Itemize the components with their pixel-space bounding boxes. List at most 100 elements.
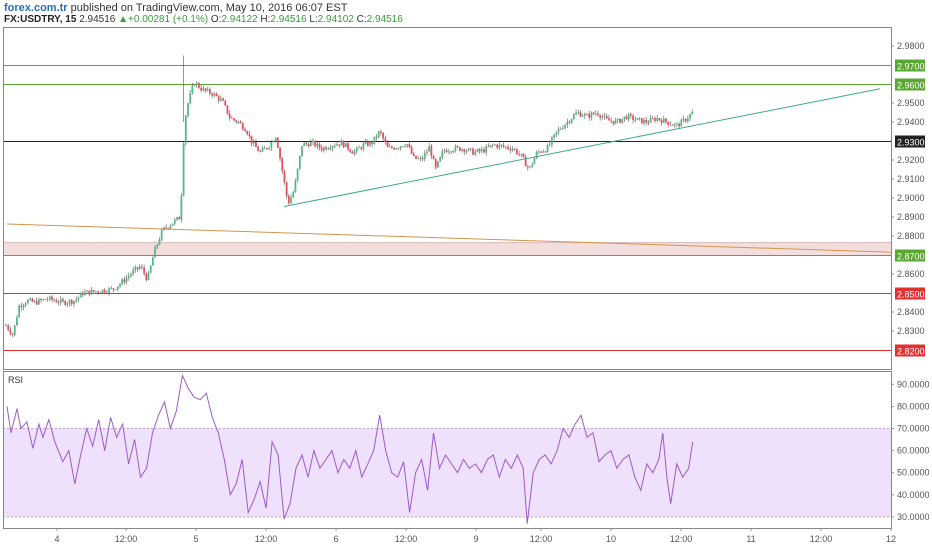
candle-body	[629, 114, 632, 116]
candle-body	[592, 112, 595, 115]
level-price-label: 2.8200	[897, 347, 925, 357]
candle-body	[276, 137, 279, 148]
candle-body	[138, 266, 141, 269]
trendline[interactable]	[6, 223, 892, 253]
candle-body	[364, 141, 367, 144]
time-tick-label: 12:00	[530, 534, 553, 544]
candle-body	[292, 192, 295, 198]
candle-body	[439, 156, 442, 162]
candle-body	[303, 143, 306, 147]
candle-body	[415, 155, 417, 159]
candle-body	[605, 115, 608, 119]
candle-body	[463, 149, 466, 152]
candle-body	[244, 129, 246, 132]
candle-body	[176, 217, 178, 220]
price-axis[interactable]: 2.9700 2.9600 2.9300 2.8700 2.8500 2.8200 2.83…	[891, 41, 925, 357]
candle-body	[160, 230, 163, 240]
candle-body	[610, 120, 613, 122]
trendline[interactable]	[283, 88, 881, 208]
candle-body	[437, 161, 439, 168]
candle-body	[401, 146, 404, 148]
trendlines[interactable]	[6, 88, 892, 253]
candle-body	[397, 148, 400, 150]
candle-body	[355, 147, 358, 152]
candle-body	[689, 114, 691, 119]
candle-body	[283, 170, 286, 183]
level-price-tag	[895, 59, 925, 72]
candle-body	[627, 114, 630, 120]
candle-body	[110, 288, 113, 289]
candle-body	[114, 289, 117, 291]
level-price-tag	[895, 287, 925, 300]
candle-body	[353, 151, 356, 154]
candle-body	[287, 195, 290, 204]
price-tick-label: 2.8600	[897, 269, 925, 279]
horizontal-levels[interactable]	[3, 65, 891, 351]
price-tick-label: 2.8300	[897, 326, 925, 336]
candle-body	[568, 121, 571, 123]
candle-body	[318, 143, 321, 148]
candle-body	[570, 119, 573, 123]
candle-body	[640, 118, 643, 124]
price-tick-label: 2.8400	[897, 307, 925, 317]
candle-body	[206, 89, 209, 91]
candle-body	[184, 115, 187, 144]
candle-body	[662, 118, 665, 123]
candle-body	[665, 118, 667, 122]
candle-body	[261, 148, 264, 152]
candle-body	[513, 148, 516, 150]
candle-body	[559, 128, 562, 130]
candle-body	[29, 298, 32, 300]
rsi-tick-label: 30.0000	[897, 512, 930, 522]
candle-body	[342, 140, 345, 148]
candle-body	[478, 149, 481, 152]
time-axis[interactable]: 4 12:00 5 12:00 6 12:00 9 12:00 10 12:00 11 12:00 12	[54, 528, 896, 544]
candle-body	[191, 85, 194, 94]
candle-body	[476, 149, 479, 152]
candle-body	[393, 147, 395, 150]
candle-body	[331, 146, 334, 149]
candle-body	[263, 148, 266, 149]
time-tick-label: 6	[333, 534, 338, 544]
candles	[5, 55, 694, 338]
candle-body	[270, 141, 273, 148]
candle-body	[417, 158, 420, 160]
candle-body	[121, 279, 124, 284]
publisher-site[interactable]: forex.com.tr	[4, 2, 68, 14]
candle-body	[86, 290, 89, 292]
level-price-label: 2.9300	[897, 138, 925, 148]
candle-body	[325, 147, 328, 150]
candle-body	[656, 118, 659, 121]
candle-body	[123, 279, 126, 283]
price-tick-label: 2.9100	[897, 174, 925, 184]
candle-body	[219, 98, 222, 101]
low-value: 2.94102	[317, 14, 354, 25]
candle-body	[233, 118, 235, 121]
candle-body	[645, 119, 648, 123]
open-label: O:	[210, 14, 222, 25]
candle-body	[454, 146, 457, 151]
candle-body	[9, 329, 12, 334]
candle-body	[90, 290, 93, 295]
candle-body	[180, 195, 183, 220]
candle-body	[351, 151, 354, 154]
candle-body	[544, 151, 547, 153]
candle-body	[678, 123, 681, 127]
candle-body	[671, 124, 674, 126]
candle-body	[217, 96, 220, 101]
candle-body	[33, 300, 36, 302]
candle-body	[349, 149, 352, 152]
level-price-tag	[895, 135, 925, 148]
candle-body	[371, 141, 374, 144]
candle-body	[143, 267, 146, 274]
price-tick-label: 2.9500	[897, 98, 925, 108]
candle-body	[132, 270, 135, 275]
candle-body	[586, 114, 588, 115]
candle-body	[432, 155, 435, 160]
rsi-axis[interactable]: 30.0000 40.0000 50.0000 60.0000 70.0000 80.00…	[891, 379, 930, 522]
candle-body	[588, 114, 591, 118]
time-tick-label: 9	[473, 534, 478, 544]
candle-body	[145, 273, 148, 280]
candle-body	[480, 149, 483, 152]
